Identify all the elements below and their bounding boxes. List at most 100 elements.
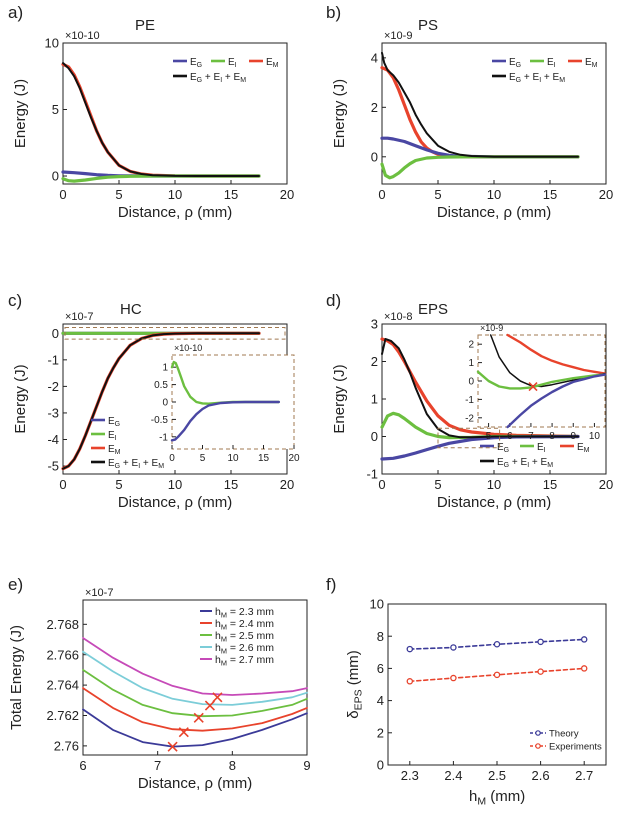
y-tick-label: -1	[159, 432, 168, 443]
legend-label: hM = 2.6 mm	[215, 642, 274, 655]
series-0	[82, 708, 308, 748]
chart-title: EPS	[418, 301, 448, 318]
panel-label: c)	[8, 291, 22, 310]
x-tick-label: 2.3	[401, 768, 419, 783]
data-point	[580, 665, 588, 672]
series-SUM	[381, 338, 579, 439]
x-tick-label: 20	[599, 477, 613, 492]
data-point	[450, 674, 457, 682]
axis-exponent: ×10-10	[174, 343, 202, 353]
x-tick-label: 15	[224, 477, 238, 492]
x-tick-label: 8	[549, 431, 555, 442]
legend-label: EG + EI + EM	[509, 72, 565, 84]
axis-frame	[82, 599, 308, 756]
y-tick-label: -1	[366, 467, 378, 482]
minimum-marker	[193, 712, 204, 723]
x-tick-label: 5	[486, 431, 492, 442]
series-3	[82, 650, 308, 706]
x-tick-label: 15	[543, 477, 557, 492]
y-axis-label: Energy (J)	[12, 79, 29, 148]
x-tick-label: 20	[280, 477, 294, 492]
x-tick-label: 5	[115, 187, 122, 202]
legend-label: hM = 2.5 mm	[215, 630, 274, 643]
y-tick-label: 2.76	[54, 738, 79, 753]
y-tick-label: 2.768	[46, 617, 79, 632]
legend-label: EG	[190, 57, 202, 69]
x-tick-label: 8	[229, 758, 236, 773]
data-point	[537, 668, 544, 675]
panel-label: a)	[8, 3, 23, 22]
y-tick-label: 10	[370, 597, 384, 612]
axis-frame	[477, 334, 606, 428]
y-tick-label: -5	[47, 459, 59, 474]
y-tick-label: 4	[371, 50, 378, 65]
legend-label: EG + EI + EM	[497, 457, 553, 469]
x-tick-label: 9	[303, 758, 310, 773]
legend-marker	[535, 730, 541, 736]
data-point	[450, 644, 457, 651]
x-tick-label: 2.4	[444, 768, 462, 783]
x-tick-label: 5	[115, 477, 122, 492]
x-tick-label: 20	[288, 453, 300, 464]
x-tick-label: 0	[378, 477, 385, 492]
x-axis-label: Distance, ρ (mm)	[118, 494, 232, 511]
y-tick-label: -4	[47, 432, 59, 447]
x-tick-label: 0	[169, 453, 175, 464]
series-1	[82, 687, 308, 732]
y-tick-label: 5	[52, 102, 59, 117]
series-EI	[380, 155, 580, 180]
panel-label: d)	[326, 291, 341, 310]
x-axis-label: Distance, ρ (mm)	[138, 775, 252, 792]
x-tick-label: 10	[487, 187, 501, 202]
y-tick-label: 4	[377, 693, 384, 708]
y-tick-label: 2.764	[46, 678, 79, 693]
axis-exponent: ×10-10	[65, 30, 100, 42]
series-SUM	[62, 332, 260, 470]
data-point	[537, 638, 544, 646]
legend-label: Experiments	[549, 742, 602, 753]
series-SUM	[381, 51, 579, 158]
chart-title: PE	[135, 17, 155, 34]
y-tick-label: 1	[162, 363, 168, 374]
x-tick-label: 7	[528, 431, 534, 442]
series-4	[82, 637, 308, 696]
x-axis-label: Distance, ρ (mm)	[437, 204, 551, 221]
y-axis-label: Energy (J)	[331, 79, 348, 148]
y-axis-label: Energy (J)	[12, 364, 29, 433]
x-tick-label: 10	[487, 477, 501, 492]
legend-label: EG	[108, 416, 120, 428]
legend-label: hM = 2.3 mm	[215, 606, 274, 619]
x-tick-label: 0	[378, 187, 385, 202]
y-tick-label: 2	[377, 725, 384, 740]
x-tick-label: 20	[280, 187, 294, 202]
legend-label: EM	[577, 442, 590, 454]
minimum-marker	[528, 381, 538, 392]
series-SUM	[62, 62, 260, 177]
zoom-region	[64, 326, 286, 340]
panel-a: a) PE 0 5 10 15 20 0 5 10 ×10-10 Distance, ρ (mm) En…	[8, 3, 294, 221]
y-tick-label: 2.766	[46, 647, 79, 662]
x-tick-label: 2.7	[575, 768, 593, 783]
legend-label: EI	[228, 57, 237, 69]
x-axis-label: Distance, ρ (mm)	[437, 494, 551, 511]
x-tick-label: 6	[79, 758, 86, 773]
x-tick-label: 15	[258, 453, 270, 464]
axis-frame	[62, 42, 288, 185]
panel-e: e) 6 7 8 9 2.76 2.762 2.764 2.766 2.768 ×10-7 hM = …	[8, 575, 311, 792]
series-EM	[380, 337, 580, 439]
y-tick-label: 0	[52, 326, 59, 341]
inset-series-EI	[476, 370, 607, 390]
legend-label: EI	[108, 430, 117, 442]
x-tick-label: 2.6	[532, 768, 550, 783]
x-tick-label: 10	[227, 453, 239, 464]
y-tick-label: 2	[371, 354, 378, 369]
y-tick-label: 0	[371, 429, 378, 444]
series-2	[82, 669, 308, 718]
x-tick-label: 0	[59, 187, 66, 202]
y-tick-label: 0	[371, 149, 378, 164]
y-tick-label: 1	[468, 358, 474, 369]
y-tick-label: 6	[377, 661, 384, 676]
legend-label: EM	[585, 57, 598, 69]
